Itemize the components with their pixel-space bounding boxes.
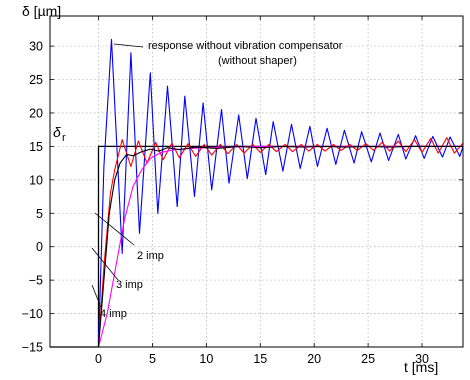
y-tick-label: 25 xyxy=(29,73,43,87)
reference-label: δ r xyxy=(53,124,66,144)
x-tick-label: 0 xyxy=(95,352,102,366)
reference-label-sub: r xyxy=(62,132,66,144)
reference-label-main: δ xyxy=(53,124,61,140)
y-tick-label: −5 xyxy=(29,274,43,288)
annotation-without-compensator-line1: response without vibration compensator xyxy=(148,40,343,52)
x-axis-label: t [ms] xyxy=(404,359,438,375)
y-tick-label: −10 xyxy=(22,307,43,321)
series-line-2imp xyxy=(99,138,464,347)
annotation-leader-without-compensator xyxy=(114,44,143,47)
annotation-4imp: 4 imp xyxy=(100,308,127,320)
y-tick-label: 10 xyxy=(29,173,43,187)
annotation-leader-2imp xyxy=(95,213,134,245)
y-tick-label: −15 xyxy=(22,341,43,355)
y-tick-label: 20 xyxy=(29,106,43,120)
y-tick-label: 5 xyxy=(36,207,43,221)
series-line-3imp xyxy=(99,146,464,347)
y-tick-label: 15 xyxy=(29,140,43,154)
plot-series xyxy=(50,39,463,347)
annotation-without-compensator-line2: (without shaper) xyxy=(218,55,297,67)
y-tick-label: 0 xyxy=(36,240,43,254)
annotation-3imp: 3 imp xyxy=(116,279,143,291)
y-tick-label: 30 xyxy=(29,40,43,54)
x-tick-label: 15 xyxy=(253,352,267,366)
series-line-without-compensator xyxy=(99,39,464,347)
annotation-2imp: 2 imp xyxy=(137,250,164,262)
x-tick-label: 10 xyxy=(199,352,213,366)
x-tick-label: 20 xyxy=(307,352,321,366)
x-tick-label: 25 xyxy=(361,352,375,366)
x-tick-label: 5 xyxy=(149,352,156,366)
y-axis-label: δ [µm] xyxy=(22,3,61,19)
series-line-4imp xyxy=(99,146,464,347)
